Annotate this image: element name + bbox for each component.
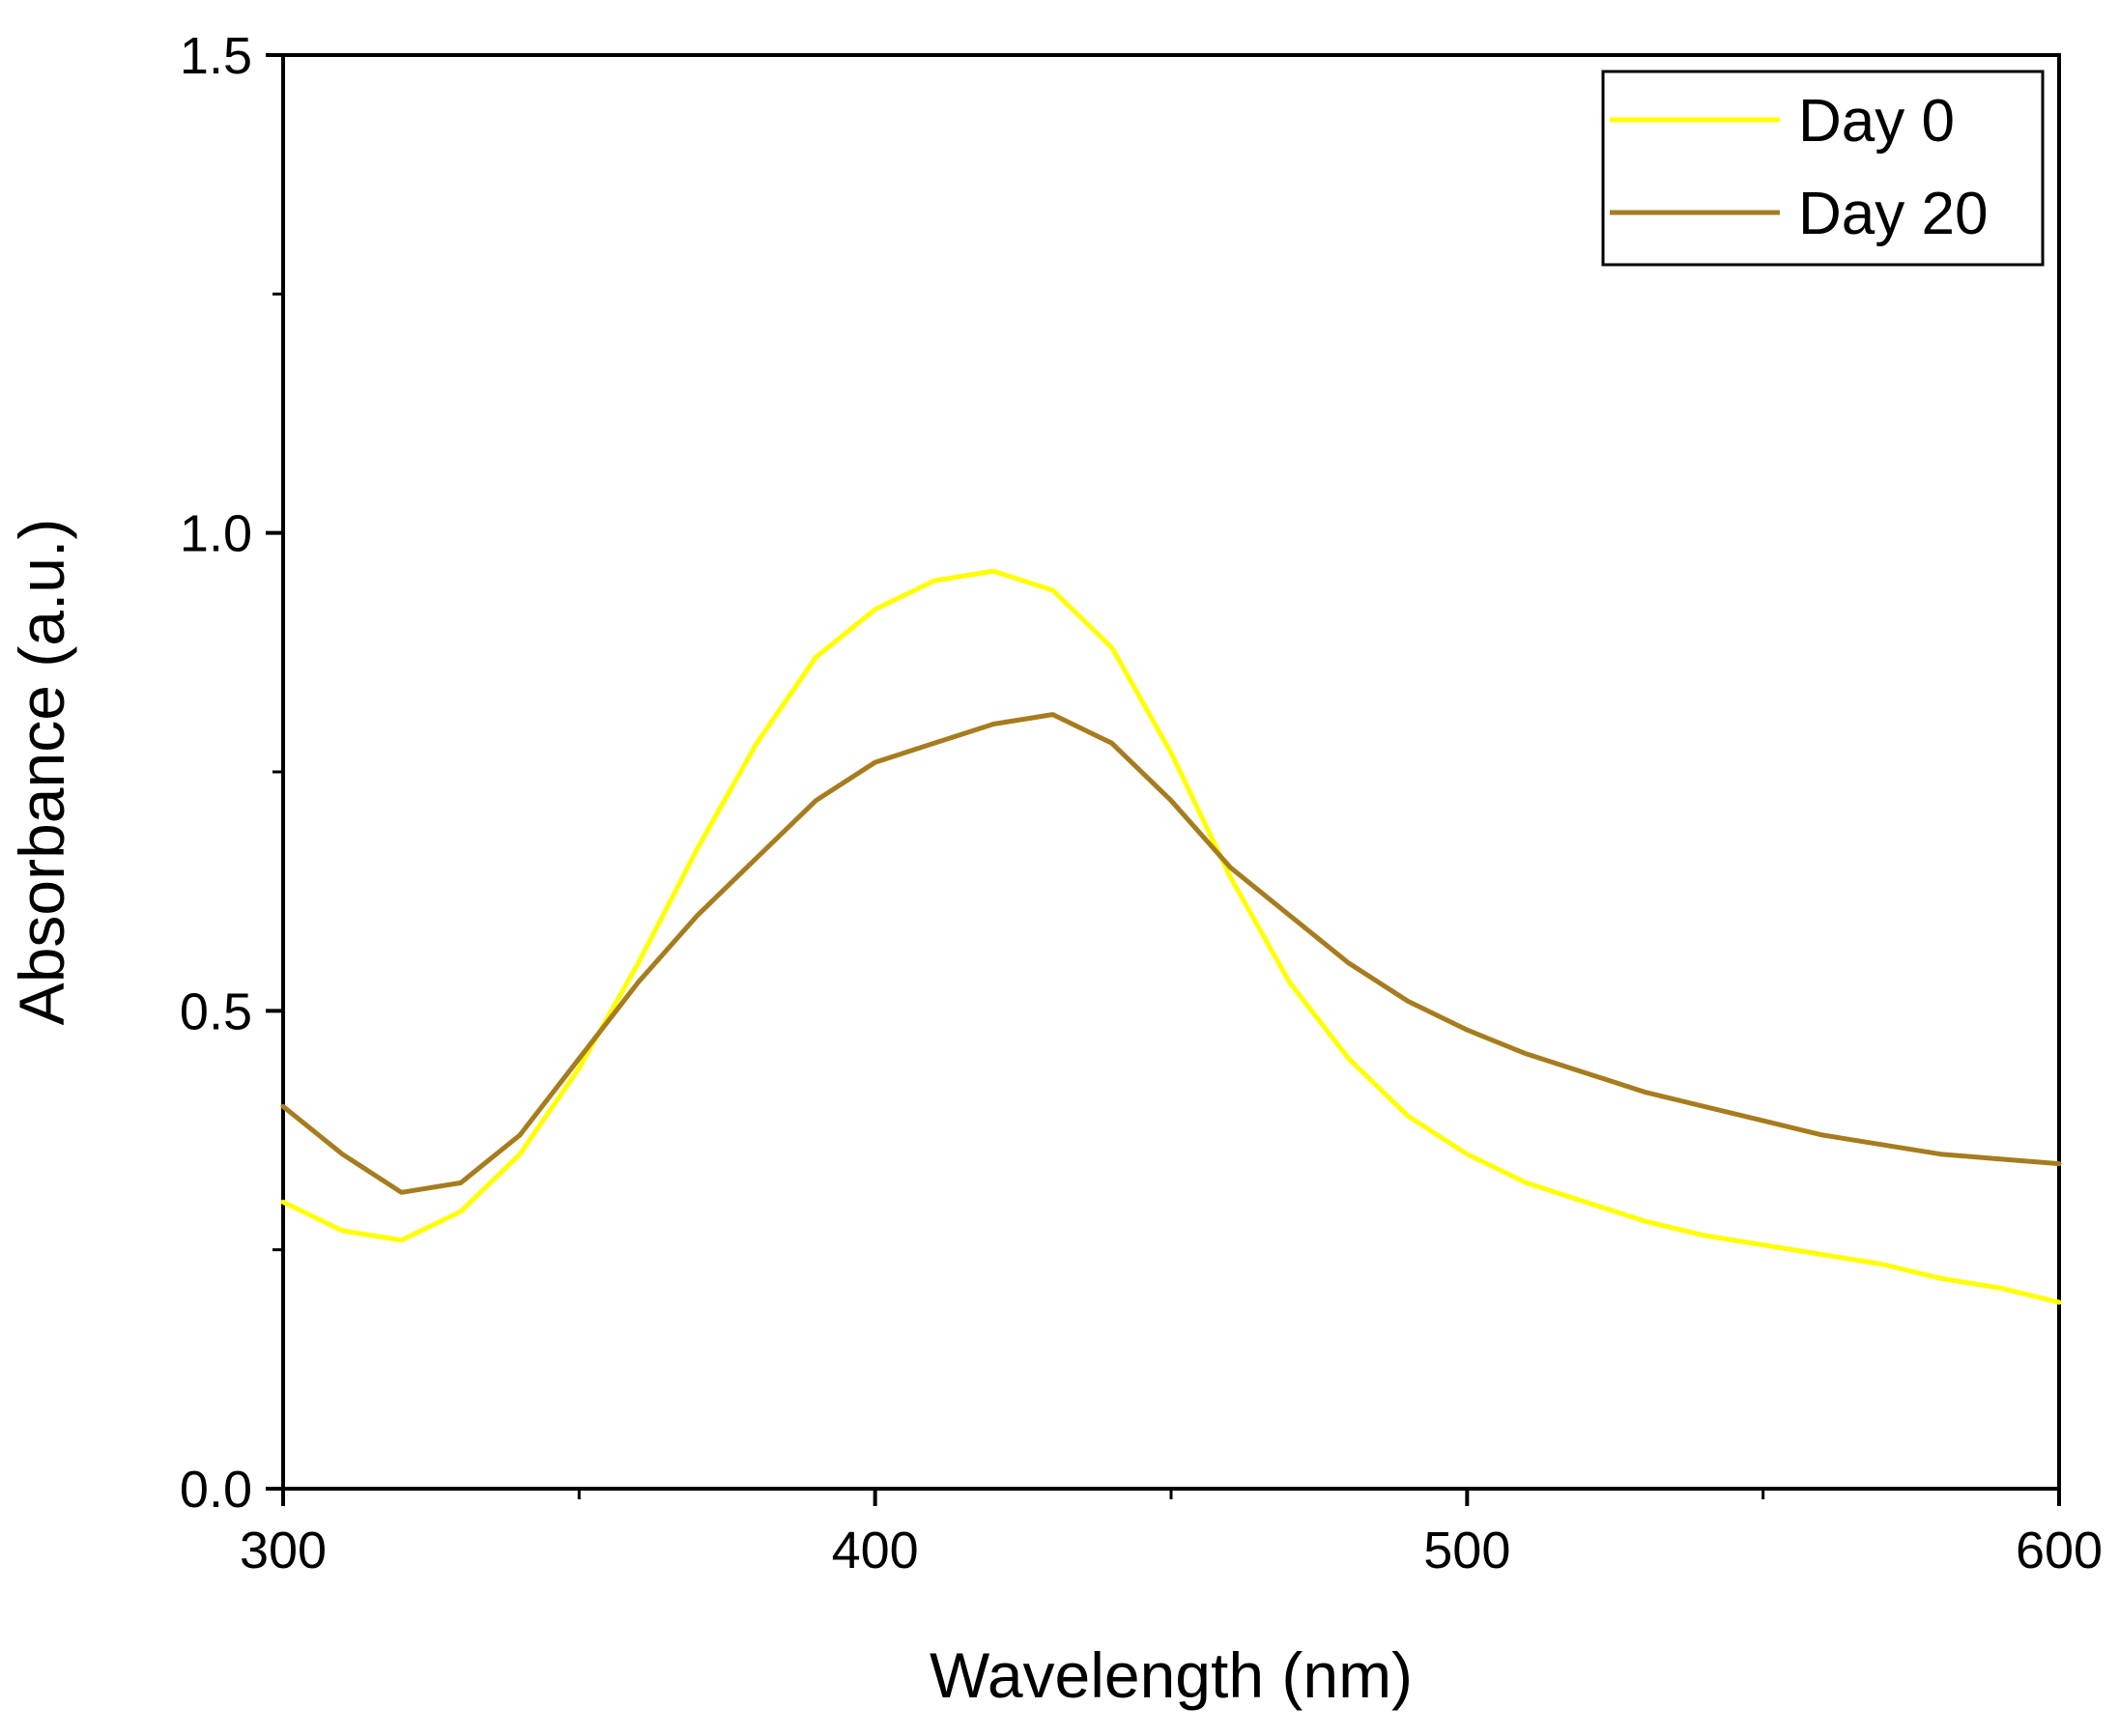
y-axis-label: Absorbance (a.u.) [6,519,77,1026]
tick-labels-layer: 300 400 500 600 0.0 0.5 1.0 1.5 [180,27,2103,1579]
plot-frame [281,53,2061,1491]
y-tick-label: 0.5 [180,982,252,1040]
ticks-layer [266,53,2061,1506]
legend: Day 0 Day 20 [1601,70,2045,267]
legend-label-day-0: Day 0 [1798,88,1955,155]
y-tick-label: 0.0 [180,1461,252,1519]
legend-box [1601,70,2045,267]
x-axis-label: Wavelength (nm) [930,1639,1413,1711]
x-tick-label: 300 [240,1522,327,1579]
series-line-day-20 [280,712,2062,1195]
legend-label-day-20: Day 20 [1798,181,1988,247]
x-tick-label: 400 [832,1522,919,1579]
y-tick-label: 1.5 [180,27,252,85]
series-line-day-0 [280,568,2062,1305]
y-tick-label: 1.0 [180,505,252,563]
x-tick-label: 600 [2016,1522,2103,1579]
series-layer [280,568,2062,1305]
x-tick-label: 500 [1423,1522,1510,1579]
